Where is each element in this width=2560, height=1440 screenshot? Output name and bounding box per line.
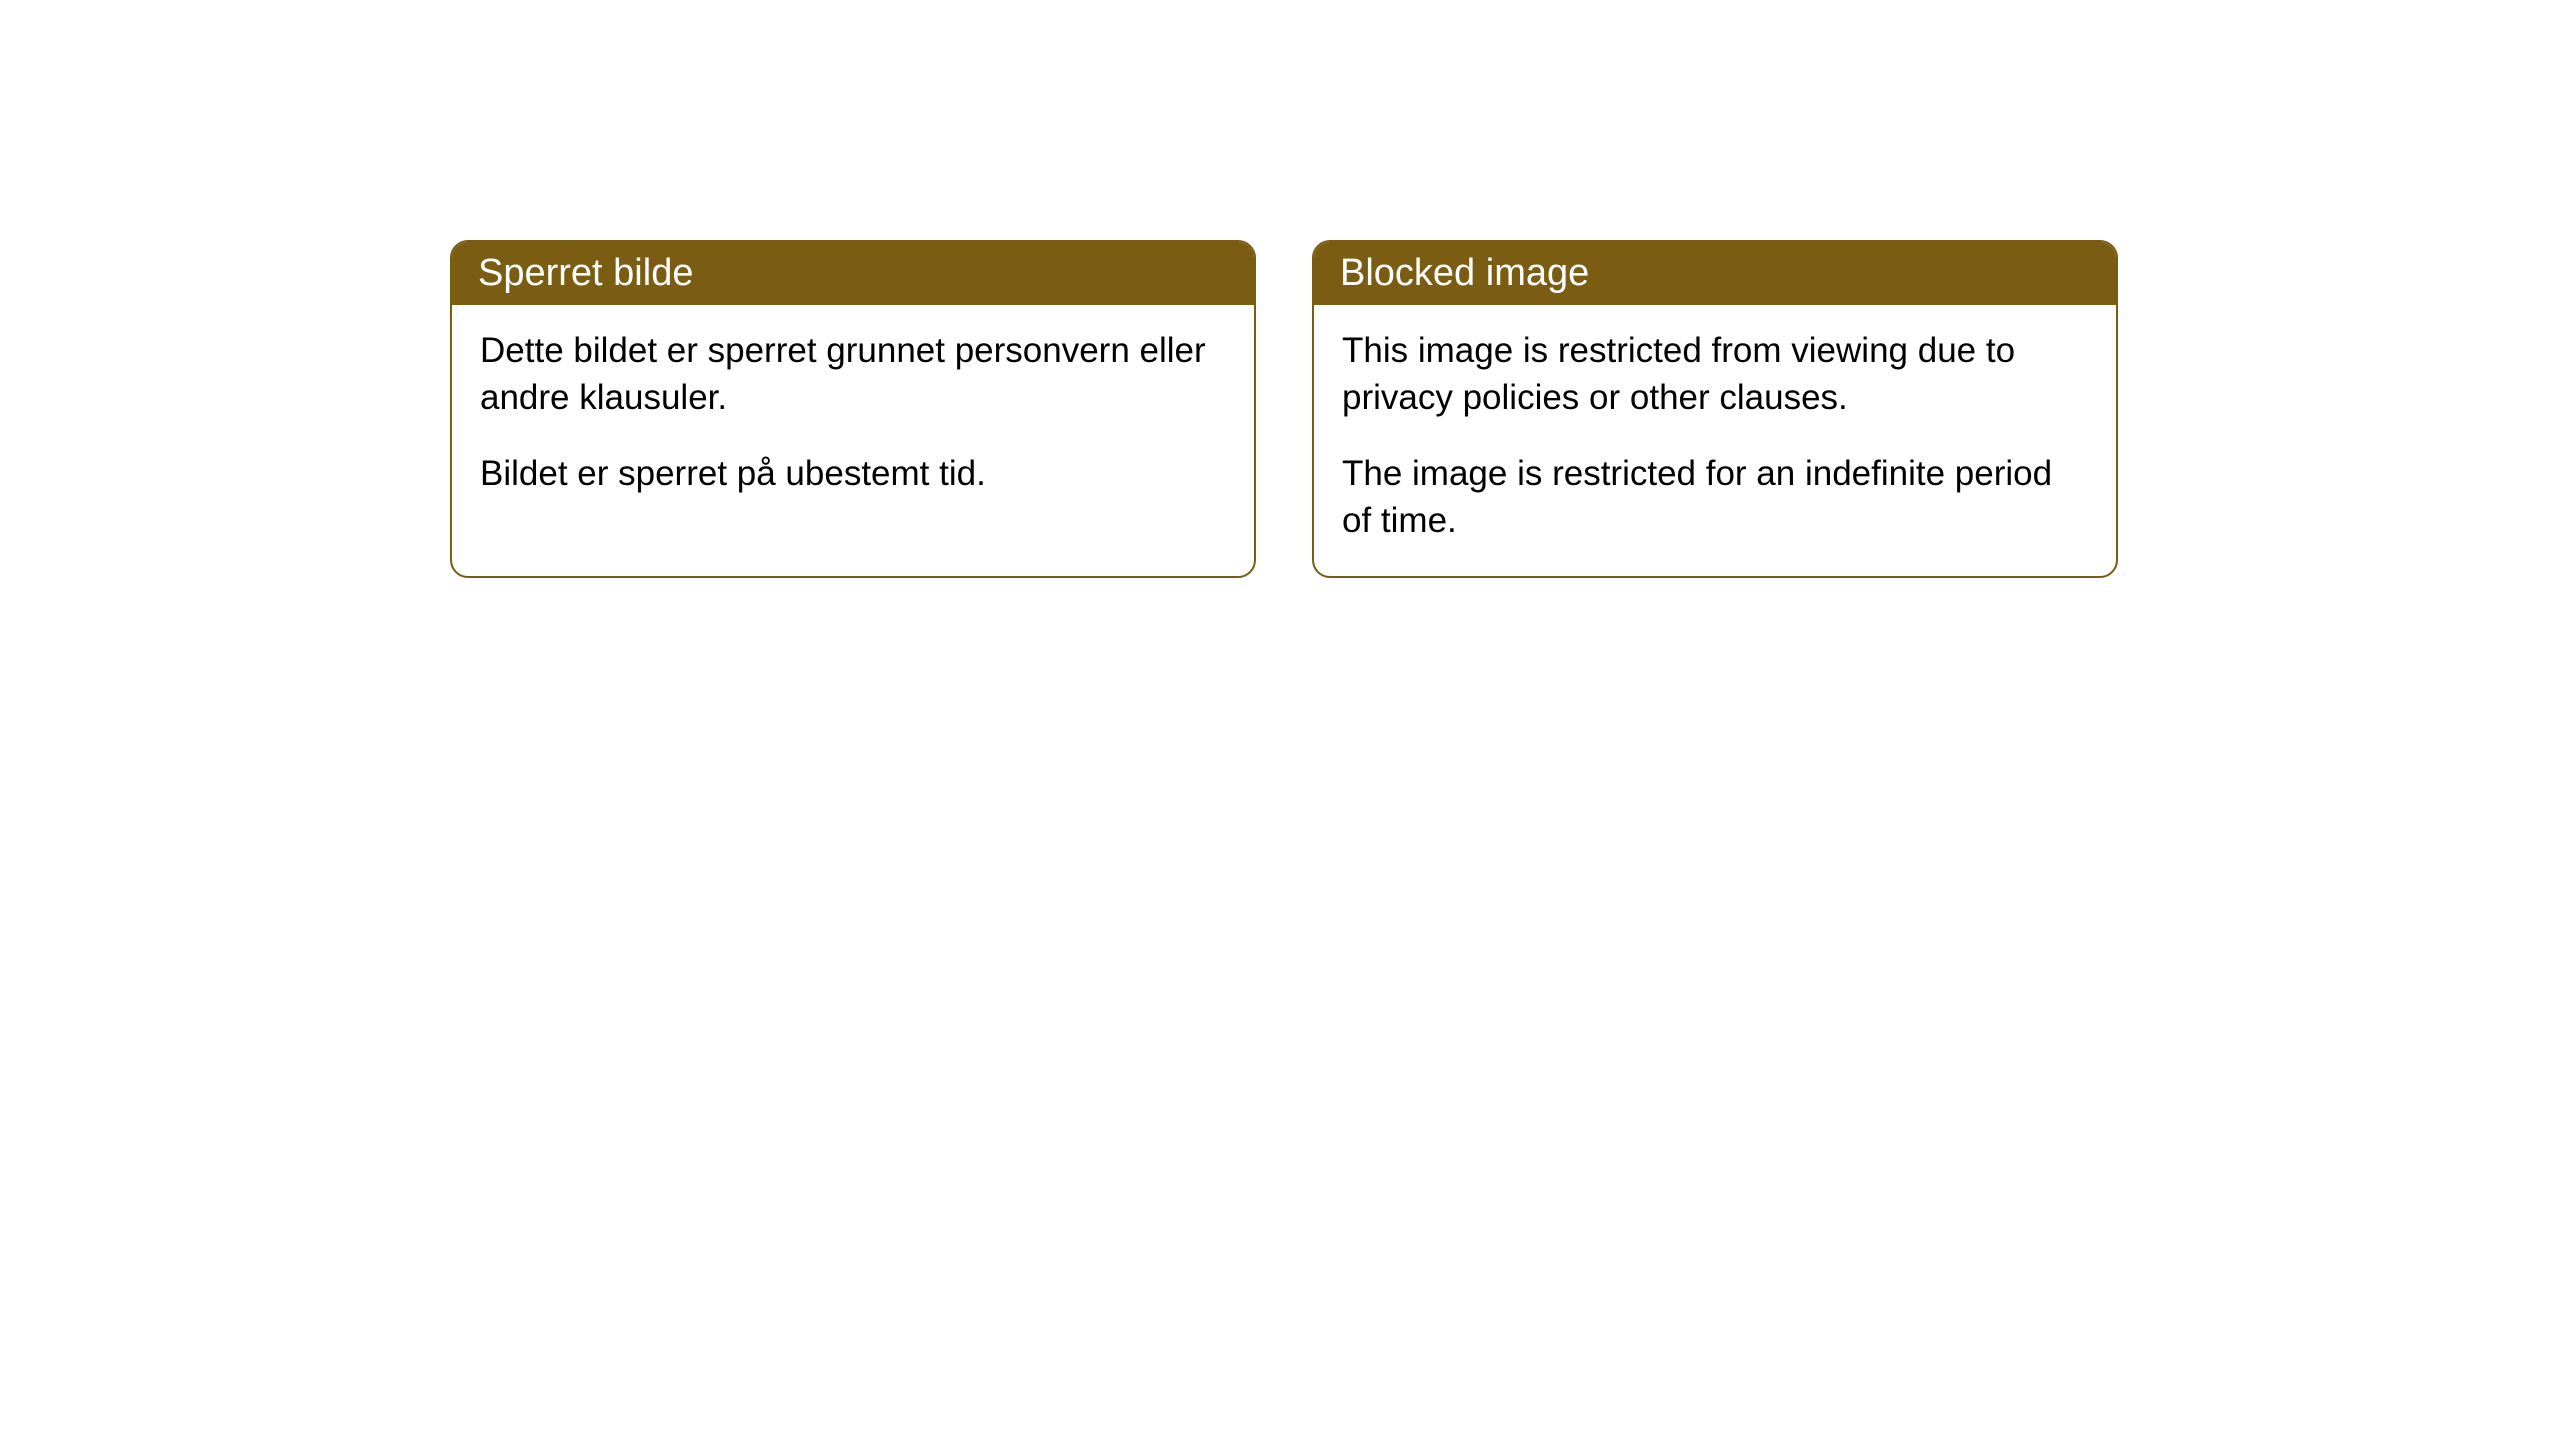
card-body-norwegian: Dette bildet er sperret grunnet personve… bbox=[452, 305, 1254, 529]
card-header-norwegian: Sperret bilde bbox=[452, 242, 1254, 305]
notice-card-english: Blocked image This image is restricted f… bbox=[1312, 240, 2118, 578]
card-text-norwegian-p2: Bildet er sperret på ubestemt tid. bbox=[480, 450, 1226, 497]
card-text-english-p2: The image is restricted for an indefinit… bbox=[1342, 450, 2088, 545]
card-text-norwegian-p1: Dette bildet er sperret grunnet personve… bbox=[480, 327, 1226, 422]
card-text-english-p1: This image is restricted from viewing du… bbox=[1342, 327, 2088, 422]
notice-card-norwegian: Sperret bilde Dette bildet er sperret gr… bbox=[450, 240, 1256, 578]
notice-cards-container: Sperret bilde Dette bildet er sperret gr… bbox=[450, 240, 2118, 578]
card-header-english: Blocked image bbox=[1314, 242, 2116, 305]
card-body-english: This image is restricted from viewing du… bbox=[1314, 305, 2116, 576]
